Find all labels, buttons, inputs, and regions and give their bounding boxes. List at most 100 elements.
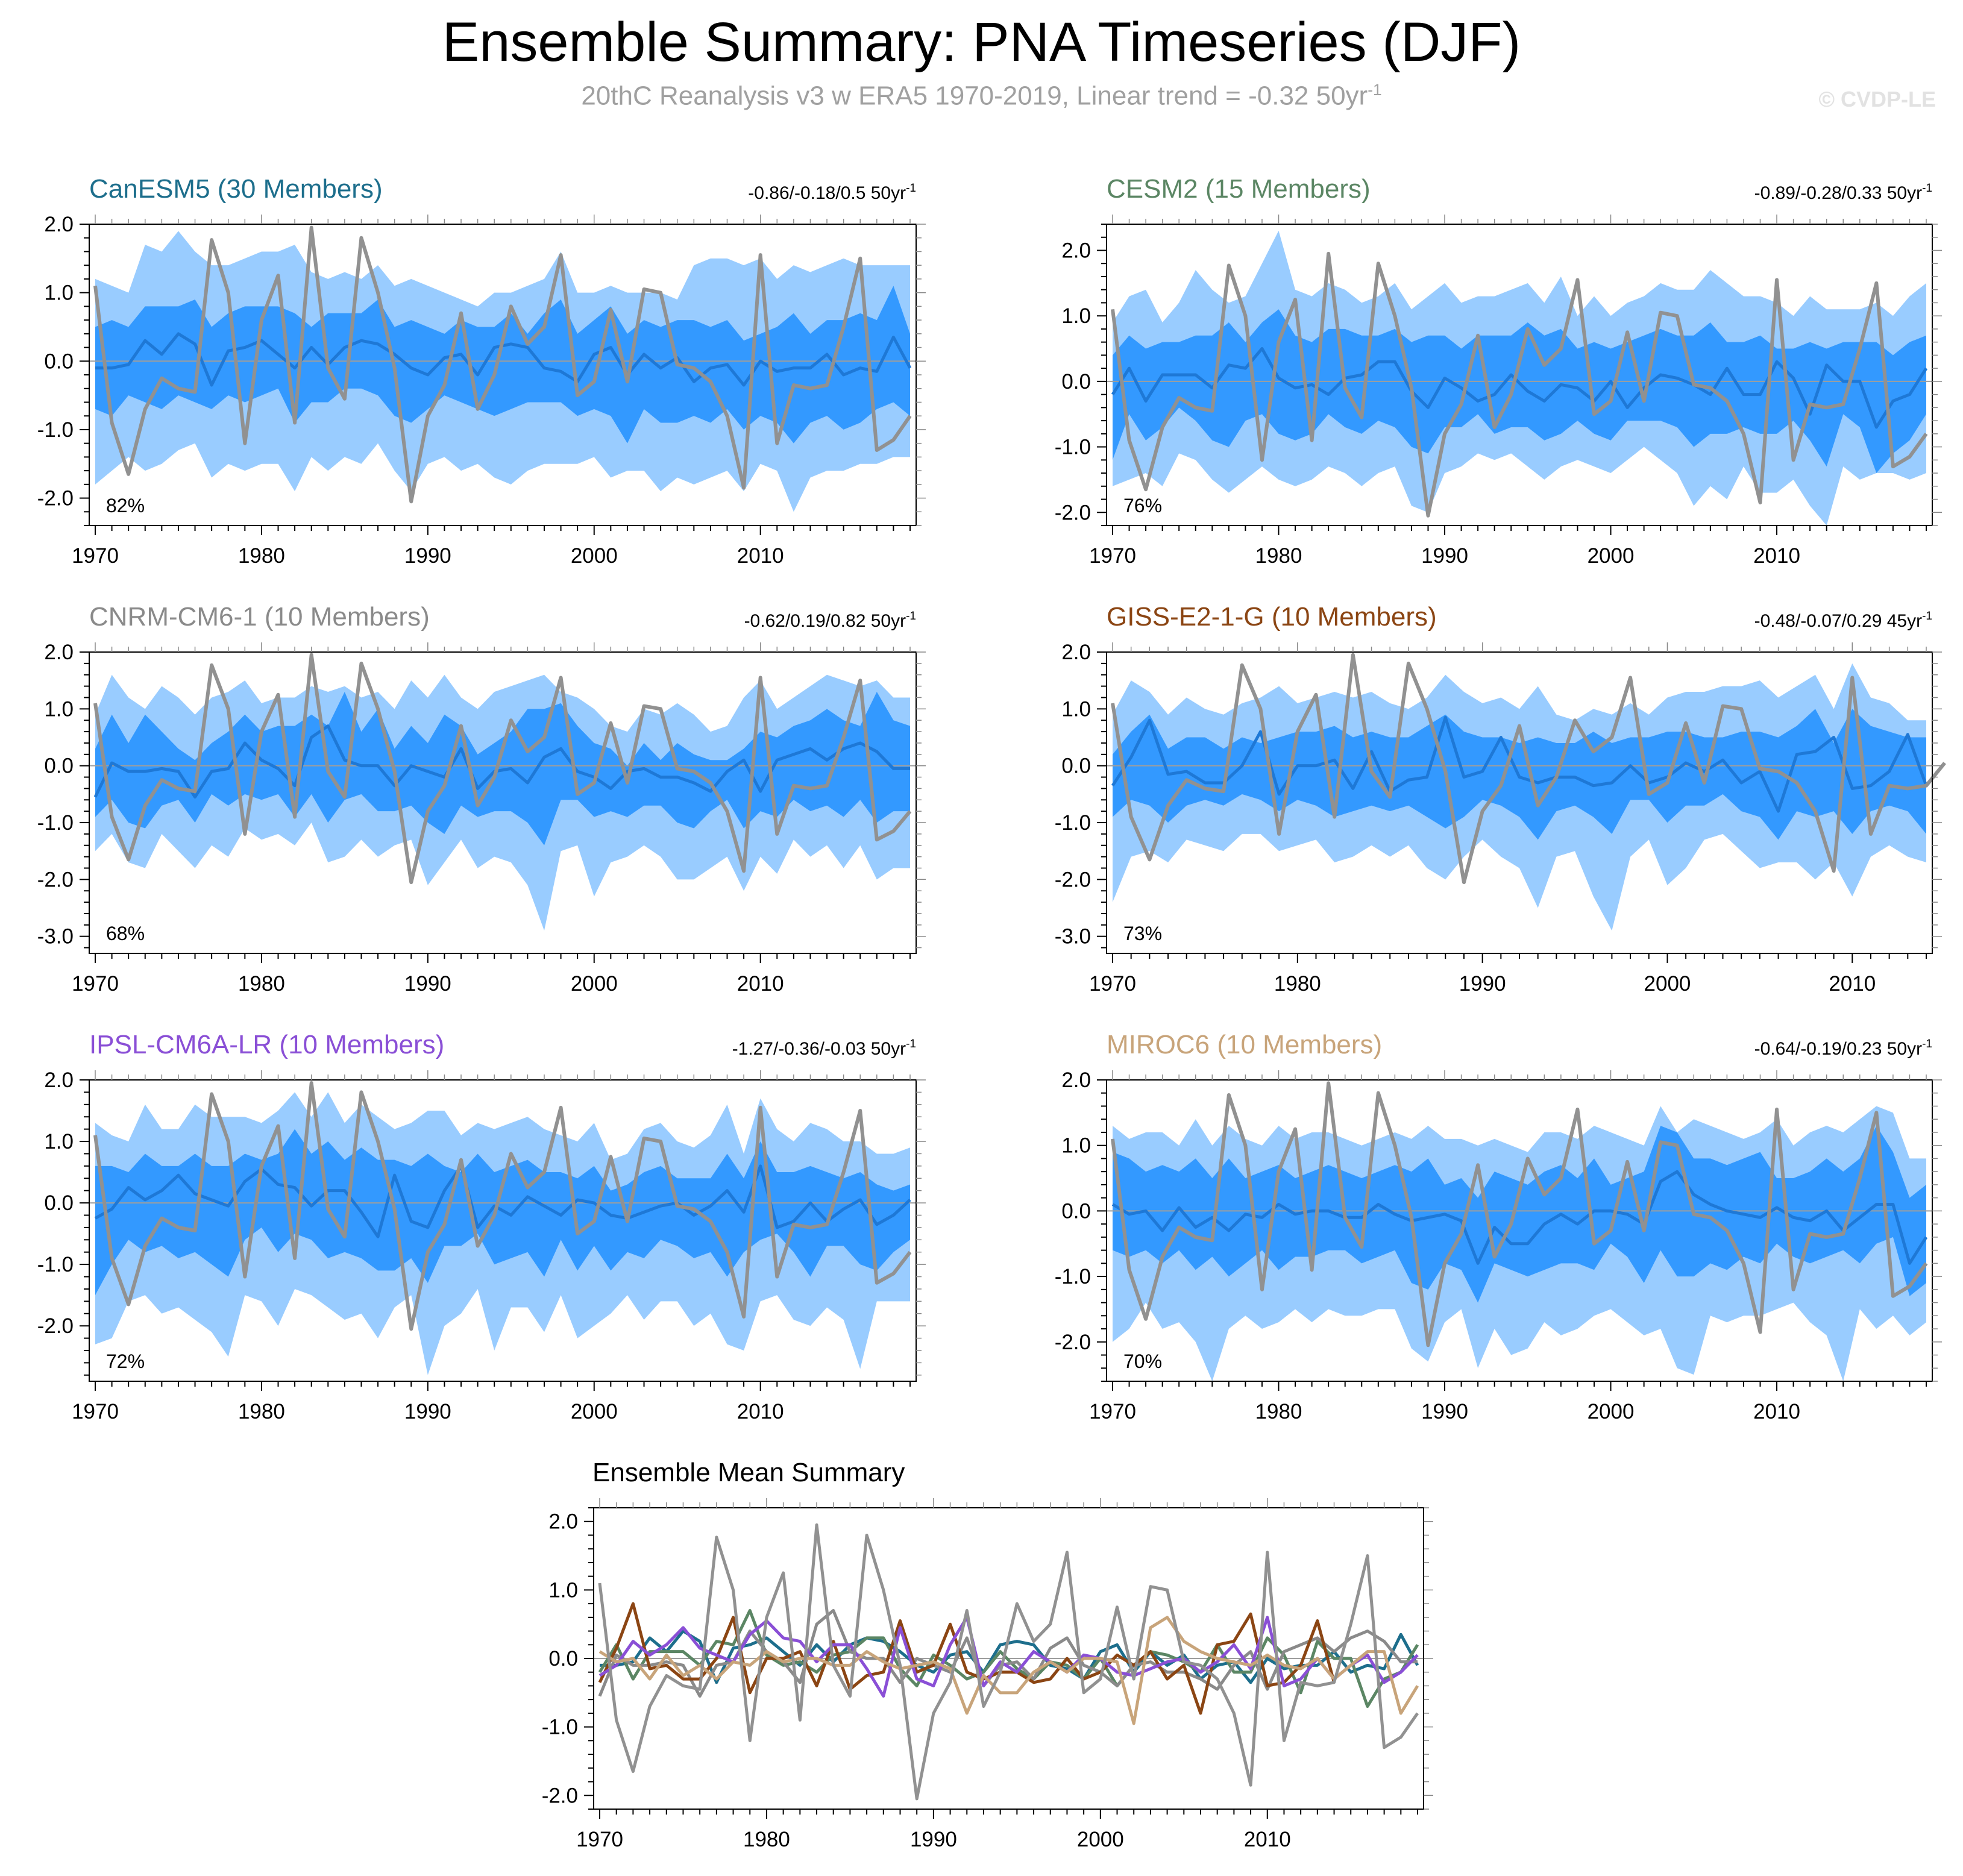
series-line-20thc-reanalysis-v3-w-era5 [93, 225, 912, 504]
series-line-ensemble-mean [1111, 347, 1928, 429]
trend-range: -1.27/-0.36/-0.03 50yr [732, 1039, 906, 1059]
chart-title: GISS-E2-1-G (10 Members) [1107, 602, 1437, 632]
spread-band-interquartile [1113, 309, 1926, 474]
y-tick-label: 1.0 [44, 281, 74, 305]
y-tick-label: -2.0 [37, 1314, 74, 1338]
series-line-20thc-reanalysis-v3-w-era5 [93, 653, 912, 885]
y-tick-label: 1.0 [44, 1130, 74, 1153]
chart-panel-ensemble-mean-summary: Ensemble Mean Summary 2.0 1.0 0.0 -1.0 -2.0 19… [542, 1458, 1433, 1851]
plot-frame [1106, 1079, 1933, 1382]
chart-title: MIROC6 (10 Members) [1107, 1030, 1382, 1059]
agreement-percent-label: 76% [1123, 495, 1162, 516]
y-tick-label: 2.0 [548, 1510, 578, 1534]
trend-label: -0.86/-0.18/0.5 50yr-1 [748, 182, 916, 203]
chart-title: CNRM-CM6-1 (10 Members) [89, 602, 430, 632]
x-tick-label: 1990 [1421, 1400, 1468, 1423]
y-tick-label: -2.0 [1055, 1331, 1091, 1354]
y-tick-label: -1.0 [37, 418, 74, 442]
x-tick-label: 1980 [238, 972, 285, 996]
y-tick-label: 2.0 [1061, 641, 1091, 664]
spread-band-interquartile [1113, 1126, 1926, 1303]
trend-superscript: -1 [906, 182, 916, 195]
trend-superscript: -1 [906, 610, 916, 623]
trend-range: -0.86/-0.18/0.5 50yr [748, 183, 906, 203]
y-tick-label: -1.0 [1055, 1265, 1091, 1288]
spread-band-interquartile [95, 286, 910, 444]
agreement-percent-label: 68% [106, 923, 145, 944]
trend-range: -0.89/-0.28/0.33 50yr [1754, 183, 1923, 203]
y-tick-label: -1.0 [542, 1716, 578, 1739]
series-line-miroc6 [598, 1616, 1419, 1725]
trend-label: -0.48/-0.07/0.29 45yr-1 [1754, 610, 1932, 631]
x-tick-label: 1990 [1421, 544, 1468, 568]
y-tick-label: 1.0 [1061, 304, 1091, 328]
y-tick-label: -1.0 [1055, 811, 1091, 835]
x-tick-label: 1980 [238, 1400, 285, 1423]
series-line-20thc-reanalysis-v3-w-era5 [1111, 1081, 1928, 1347]
chart-panel-cnrm-cm6-1: CNRM-CM6-1 (10 Members) -0.62/0.19/0.82 5… [37, 602, 926, 996]
x-tick-label: 1990 [1459, 972, 1506, 996]
agreement-percent-label: 72% [106, 1351, 145, 1372]
x-tick-label: 1970 [1089, 1400, 1136, 1423]
x-tick-label: 1970 [72, 972, 119, 996]
y-tick-label: 1.0 [44, 697, 74, 721]
x-tick-label: 2010 [737, 972, 784, 996]
series-line-cesm2 [598, 1608, 1419, 1708]
trend-label: -0.62/0.19/0.82 50yr-1 [744, 610, 916, 631]
series-line-ipsl-cm6a-lr [598, 1616, 1419, 1698]
chart-title: Ensemble Mean Summary [592, 1458, 905, 1487]
x-tick-label: 2000 [571, 1400, 618, 1423]
x-tick-label: 2000 [1588, 1400, 1635, 1423]
y-tick-label: -1.0 [37, 1253, 74, 1276]
y-tick-label: -2.0 [1055, 501, 1091, 524]
trend-superscript: -1 [1922, 1038, 1932, 1050]
trend-superscript: -1 [906, 1038, 916, 1050]
plot-frame [89, 1079, 917, 1382]
series-line-giss-e2-1-g [598, 1602, 1336, 1715]
watermark: © CVDP-LE [1818, 87, 1936, 111]
y-tick-label: 2.0 [1061, 1068, 1091, 1092]
x-tick-label: 2010 [1829, 972, 1876, 996]
y-tick-label: -3.0 [37, 925, 74, 949]
page-subtitle: 20thC Reanalysis v3 w ERA5 1970-2019, Li… [0, 81, 1963, 111]
trend-label: -1.27/-0.36/-0.03 50yr-1 [732, 1038, 916, 1059]
plot-frame [1106, 224, 1933, 526]
x-tick-label: 2000 [571, 544, 618, 568]
page-title: Ensemble Summary: PNA Timeseries (DJF) [442, 11, 1521, 73]
y-tick-label: 0.0 [44, 350, 74, 373]
trend-label: -0.89/-0.28/0.33 50yr-1 [1754, 182, 1932, 203]
y-tick-label: 0.0 [1061, 1199, 1091, 1223]
series-line-ensemble-mean [1111, 715, 1928, 813]
y-tick-label: 0.0 [1061, 754, 1091, 778]
series-line-20thc-reanalysis-v3-w-era5 [598, 1523, 1419, 1801]
trend-range: -0.62/0.19/0.82 50yr [744, 611, 906, 631]
x-tick-label: 1970 [576, 1828, 623, 1851]
chart-panel-miroc6: MIROC6 (10 Members) -0.64/-0.19/0.23 50yr… [1055, 1030, 1942, 1423]
y-tick-label: 0.0 [548, 1647, 578, 1671]
series-line-20thc-reanalysis-v3-w-era5 [1111, 653, 1947, 885]
chart-panel-giss-e2-1-g: GISS-E2-1-G (10 Members) -0.48/-0.07/0.29… [1055, 602, 1947, 996]
x-tick-label: 1980 [238, 544, 285, 568]
trend-superscript: -1 [1922, 610, 1932, 623]
x-tick-label: 1970 [72, 1400, 119, 1423]
trend-range: -0.48/-0.07/0.29 45yr [1754, 611, 1923, 631]
chart-panel-ipsl-cm6a-lr: IPSL-CM6A-LR (10 Members) -1.27/-0.36/-0.… [37, 1030, 926, 1423]
agreement-percent-label: 70% [1123, 1351, 1162, 1372]
x-tick-label: 2010 [737, 1400, 784, 1423]
y-tick-label: 1.0 [1061, 1134, 1091, 1158]
subtitle-text: 20thC Reanalysis v3 w ERA5 1970-2019, Li… [581, 81, 1368, 111]
chart-title: IPSL-CM6A-LR (10 Members) [89, 1030, 444, 1059]
trend-superscript: -1 [1922, 182, 1932, 195]
x-tick-label: 2010 [1244, 1828, 1291, 1851]
trend-label: -0.64/-0.19/0.23 50yr-1 [1754, 1038, 1932, 1059]
x-tick-label: 2000 [1588, 544, 1635, 568]
y-tick-label: -2.0 [37, 868, 74, 891]
y-tick-label: 0.0 [44, 1191, 74, 1215]
x-tick-label: 1970 [1089, 544, 1136, 568]
x-tick-label: 1990 [404, 972, 451, 996]
y-tick-label: 2.0 [1061, 239, 1091, 262]
x-tick-label: 1980 [1274, 972, 1321, 996]
x-tick-label: 2010 [737, 544, 784, 568]
chart-panel-cesm2: CESM2 (15 Members) -0.89/-0.28/0.33 50yr-… [1055, 174, 1942, 568]
series-line-cnrm-cm6-1 [598, 1608, 1418, 1698]
